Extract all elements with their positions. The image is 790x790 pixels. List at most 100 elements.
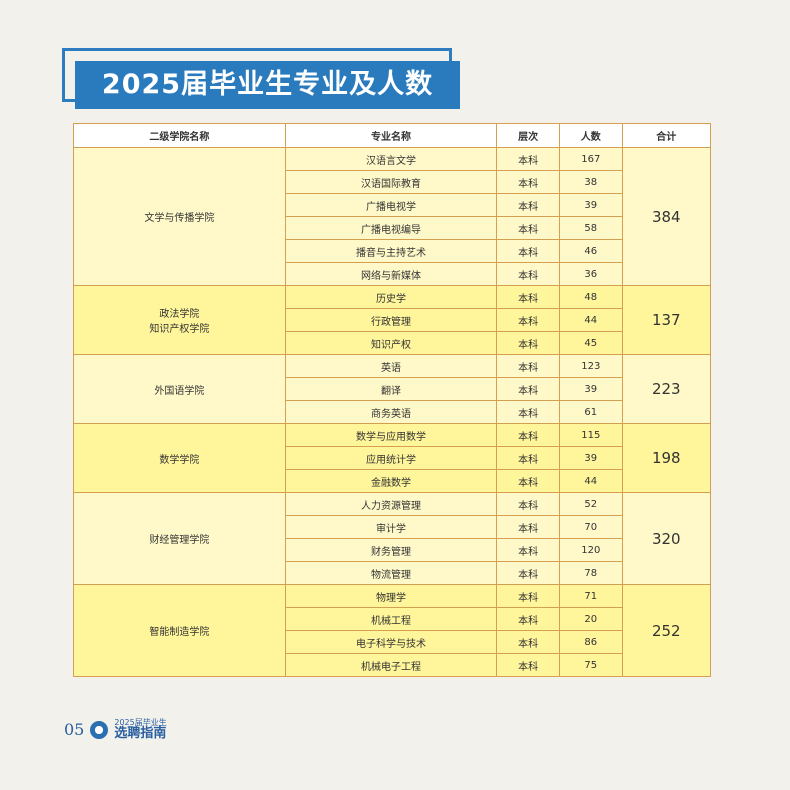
level: 本科 (496, 216, 560, 240)
level: 本科 (496, 377, 560, 401)
table-row: 网络与新媒体 本科 36 (74, 262, 711, 286)
student-count: 20 (558, 607, 623, 631)
level: 本科 (496, 147, 560, 171)
student-count: 61 (558, 400, 623, 424)
footer-line1: 2025届毕业生 (114, 718, 167, 727)
table-row: 机械电子工程 本科 75 (74, 653, 711, 677)
table-row: 行政管理 本科 44 (74, 308, 711, 332)
header-major: 专业名称 (284, 123, 498, 148)
college-name: 数学学院 (73, 423, 286, 493)
table-row: 智能制造学院 物理学 本科 71 252 (73, 584, 712, 677)
student-count: 52 (558, 492, 623, 516)
student-count: 115 (558, 423, 623, 447)
major-name: 审计学 (284, 515, 498, 539)
table-row: 文学与传播学院 汉语言文学 本科 167 384 (73, 147, 712, 286)
header-total: 合计 (621, 123, 712, 148)
table-header: 二级学院名称 专业名称 层次 人数 合计 (73, 123, 712, 148)
page-number: 05 (64, 720, 85, 739)
student-count: 120 (558, 538, 623, 562)
college-total: 198 (621, 423, 712, 493)
major-name: 历史学 (284, 285, 498, 309)
student-count: 48 (558, 285, 623, 309)
major-name: 机械工程 (284, 607, 498, 631)
table-row: 物流管理 本科 78 (74, 561, 711, 585)
major-name: 知识产权 (284, 331, 498, 355)
level: 本科 (496, 239, 560, 263)
student-count: 44 (558, 469, 623, 493)
header-college: 二级学院名称 (73, 123, 286, 148)
level: 本科 (496, 584, 560, 608)
major-name: 物理学 (284, 584, 498, 608)
level: 本科 (496, 469, 560, 493)
student-count: 46 (558, 239, 623, 263)
major-name: 电子科学与技术 (284, 630, 498, 654)
student-count: 86 (558, 630, 623, 654)
student-count: 36 (558, 262, 623, 286)
footer-line2: 选聘指南 (114, 726, 167, 741)
footer-brand: 2025届毕业生 选聘指南 (114, 718, 167, 741)
college-total: 252 (621, 584, 712, 677)
table-row: 数学学院 数学与应用数学 本科 115 198 (73, 423, 712, 493)
major-name: 商务英语 (284, 400, 498, 424)
level: 本科 (496, 331, 560, 355)
major-name: 数学与应用数学 (284, 423, 498, 447)
student-count: 45 (558, 331, 623, 355)
student-count: 39 (558, 377, 623, 401)
major-name: 英语 (284, 354, 498, 378)
table-row: 应用统计学 本科 39 (74, 446, 711, 470)
table-row: 汉语国际教育 本科 38 (74, 170, 711, 194)
level: 本科 (496, 423, 560, 447)
student-count: 71 (558, 584, 623, 608)
major-name: 物流管理 (284, 561, 498, 585)
student-count: 58 (558, 216, 623, 240)
level: 本科 (496, 446, 560, 470)
major-name: 广播电视学 (284, 193, 498, 217)
major-name: 行政管理 (284, 308, 498, 332)
level: 本科 (496, 193, 560, 217)
table-row: 金融数学 本科 44 (74, 469, 711, 493)
table-row: 广播电视编导 本科 58 (74, 216, 711, 240)
major-name: 人力资源管理 (284, 492, 498, 516)
major-name: 广播电视编导 (284, 216, 498, 240)
student-count: 44 (558, 308, 623, 332)
header-count: 人数 (558, 123, 623, 148)
header-level: 层次 (496, 123, 560, 148)
level: 本科 (496, 561, 560, 585)
table-row: 审计学 本科 70 (74, 515, 711, 539)
level: 本科 (496, 400, 560, 424)
student-count: 123 (558, 354, 623, 378)
student-count: 70 (558, 515, 623, 539)
major-name: 财务管理 (284, 538, 498, 562)
student-count: 39 (558, 193, 623, 217)
table-row: 商务英语 本科 61 (74, 400, 711, 424)
table-row: 财务管理 本科 120 (74, 538, 711, 562)
major-name: 汉语国际教育 (284, 170, 498, 194)
level: 本科 (496, 630, 560, 654)
level: 本科 (496, 653, 560, 677)
table-row: 播音与主持艺术 本科 46 (74, 239, 711, 263)
student-count: 78 (558, 561, 623, 585)
level: 本科 (496, 170, 560, 194)
level: 本科 (496, 607, 560, 631)
college-total: 137 (621, 285, 712, 355)
level: 本科 (496, 354, 560, 378)
level: 本科 (496, 492, 560, 516)
level: 本科 (496, 515, 560, 539)
school-logo-icon (90, 720, 109, 739)
college-total: 320 (621, 492, 712, 585)
student-count: 39 (558, 446, 623, 470)
table-row: 财经管理学院 人力资源管理 本科 52 320 (73, 492, 712, 585)
student-count: 75 (558, 653, 623, 677)
page-title: 2025届毕业生专业及人数 (75, 61, 460, 109)
college-name: 文学与传播学院 (73, 147, 286, 286)
college-name: 外国语学院 (73, 354, 286, 424)
major-name: 播音与主持艺术 (284, 239, 498, 263)
level: 本科 (496, 538, 560, 562)
student-count: 38 (558, 170, 623, 194)
major-name: 金融数学 (284, 469, 498, 493)
table-row: 政法学院 知识产权学院 历史学 本科 48 137 (73, 285, 712, 355)
major-name: 翻译 (284, 377, 498, 401)
college-total: 223 (621, 354, 712, 424)
majors-table: 二级学院名称 专业名称 层次 人数 合计 文学与传播学院 汉语言文学 本科 167 38… (73, 123, 712, 677)
student-count: 167 (558, 147, 623, 171)
